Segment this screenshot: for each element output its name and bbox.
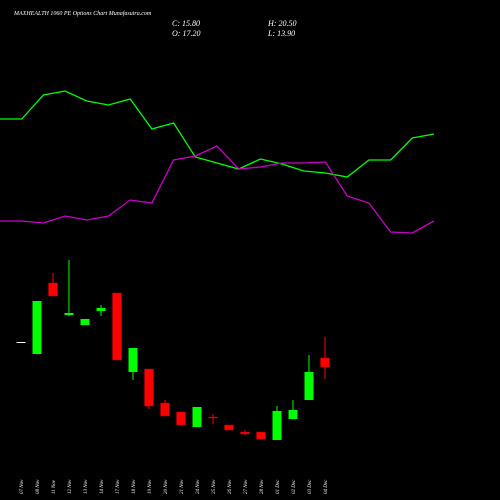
x-tick-label: 14 Nov bbox=[100, 479, 105, 494]
candle-body bbox=[128, 347, 138, 373]
candle-body bbox=[144, 368, 154, 407]
x-tick-label: 20 Nov bbox=[164, 479, 169, 494]
x-tick-label: 08 Nov bbox=[36, 479, 41, 494]
candle-body bbox=[288, 410, 298, 420]
high-label: H: 20.50 bbox=[267, 19, 296, 28]
x-tick-label: 18 Nov bbox=[132, 479, 137, 494]
x-tick-label: 28 Nov bbox=[260, 479, 265, 494]
x-tick-label: 02 Dec bbox=[292, 479, 297, 494]
candle-body bbox=[304, 372, 314, 400]
candle-body bbox=[208, 416, 218, 419]
candle-body bbox=[224, 424, 234, 431]
x-tick-label: 01 Dec bbox=[276, 479, 281, 494]
candle-body bbox=[192, 406, 202, 427]
x-tick-label: 27 Nov bbox=[244, 479, 249, 494]
x-tick-label: 03 Dec bbox=[308, 479, 313, 494]
x-tick-label: 11 Nov bbox=[52, 479, 57, 494]
x-tick-label: 13 Nov bbox=[84, 479, 89, 494]
x-tick-label: 19 Nov bbox=[148, 479, 153, 494]
x-tick-label: 21 Nov bbox=[180, 479, 185, 494]
close-label: C: 15.80 bbox=[172, 19, 200, 28]
candle-body bbox=[64, 313, 74, 315]
x-tick-label: 07 Nov bbox=[20, 479, 25, 494]
candle-body bbox=[48, 282, 58, 297]
x-tick-label: 26 Nov bbox=[228, 479, 233, 494]
candle-body bbox=[112, 292, 122, 361]
x-tick-label: 25 Nov bbox=[212, 479, 217, 494]
candle-body bbox=[32, 300, 42, 355]
indicator-line bbox=[0, 90, 435, 178]
candle-body bbox=[176, 411, 186, 426]
low-label: L: 13.90 bbox=[267, 29, 295, 38]
candle-body bbox=[96, 307, 106, 312]
x-tick-label: 12 Nov bbox=[68, 479, 73, 494]
candle-body bbox=[80, 318, 90, 326]
candle-body bbox=[256, 431, 266, 440]
open-label: O: 17.20 bbox=[172, 29, 200, 38]
indicator-line bbox=[0, 145, 435, 234]
candle-body bbox=[160, 402, 170, 417]
candle-body bbox=[16, 341, 26, 343]
candle-body bbox=[320, 357, 330, 368]
x-tick-label: 24 Nov bbox=[196, 479, 201, 494]
x-tick-label: 17 Nov bbox=[116, 479, 121, 494]
x-tick-label: 04 Dec bbox=[324, 479, 329, 494]
candle-body bbox=[272, 410, 282, 441]
chart-title: MAXHEALTH 1060 PE Options Chart Munafasu… bbox=[13, 10, 152, 17]
candle-body bbox=[240, 431, 250, 435]
